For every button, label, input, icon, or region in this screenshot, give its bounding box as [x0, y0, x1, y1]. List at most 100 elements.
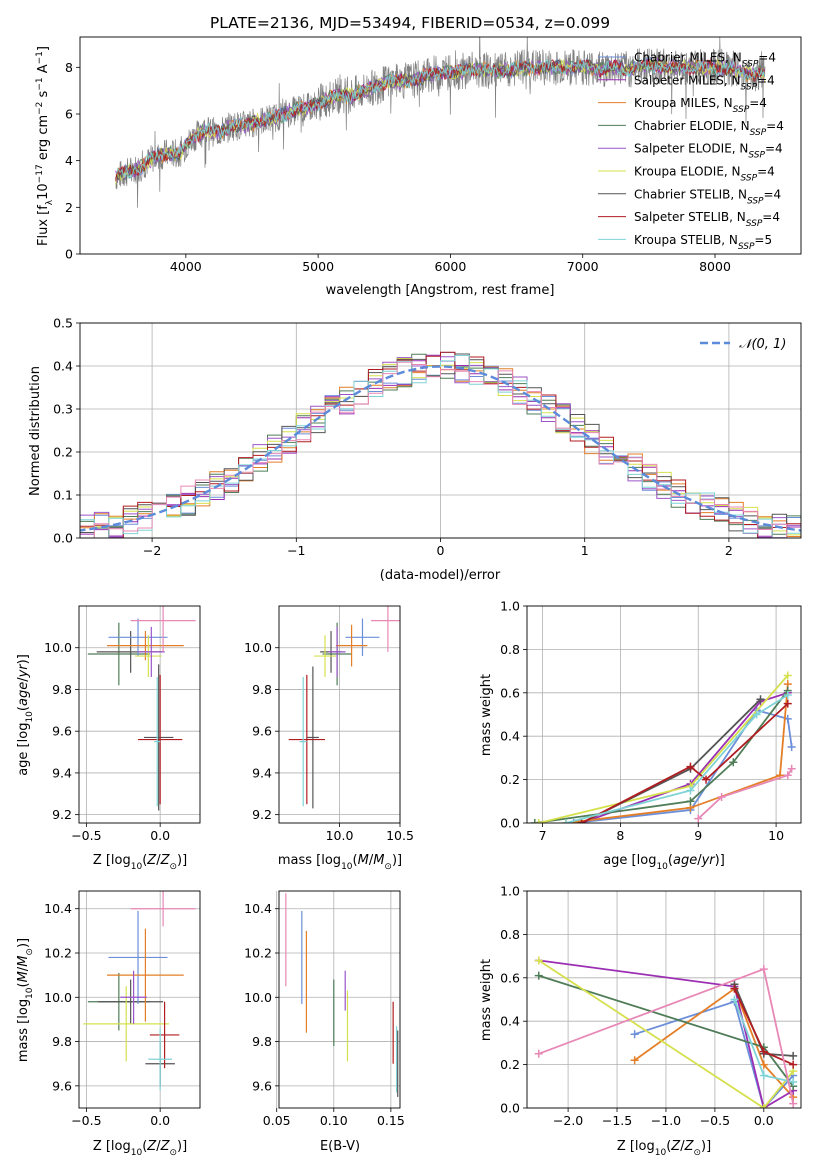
- x-tick-label: −1.0: [651, 1113, 681, 1128]
- weight-marker: [730, 984, 739, 993]
- legend-label: Kroupa MILES, NSSP=4: [634, 96, 767, 115]
- weight-marker: [783, 671, 792, 680]
- plot-frame: [526, 890, 802, 1109]
- weight-marker: [783, 771, 792, 780]
- y-tick-label: 10.2: [44, 946, 72, 961]
- y-tick-label: 9.6: [252, 1078, 272, 1093]
- y-axis-label: Normed distribution: [28, 366, 43, 496]
- x-tick-label: 10.5: [386, 828, 414, 843]
- legend-label: Chabrier STELIB, NSSP=4: [634, 187, 781, 206]
- y-tick-label: 0.5: [53, 316, 73, 331]
- y-tick-label: 4: [65, 153, 73, 168]
- weight-marker: [759, 1047, 768, 1056]
- x-tick-label: −0.5: [71, 828, 101, 843]
- x-axis-label: E(B-V): [320, 1139, 360, 1154]
- weight-marker: [783, 699, 792, 708]
- weight-marker: [789, 1099, 798, 1108]
- weight-marker: [730, 995, 739, 1004]
- weight-marker: [752, 710, 761, 719]
- weight-marker: [759, 1060, 768, 1069]
- model-spectrum: [115, 58, 765, 181]
- y-tick-label: 0.2: [53, 445, 73, 460]
- mass-z-points: [83, 891, 196, 1091]
- legend-label: Salpeter STELIB, NSSP=4: [634, 210, 780, 229]
- plot-frame: [278, 890, 401, 1109]
- y-axis-label: mass [log10(M/M⊙)]: [16, 938, 35, 1062]
- weight-line: [565, 684, 789, 823]
- x-axis-label: (data-model)/error: [380, 568, 501, 583]
- y-tick-label: 1.0: [500, 599, 520, 614]
- x-tick-label: 7000: [567, 259, 599, 274]
- y-tick-label: 10.0: [44, 990, 72, 1005]
- x-axis-label: mass [log10(M/M⊙)]: [278, 853, 402, 872]
- y-tick-label: 0.2: [500, 772, 520, 787]
- y-axis-label: mass weight: [479, 959, 494, 1041]
- normal-curve: [80, 365, 801, 532]
- x-tick-label: 1: [581, 543, 589, 558]
- spectrum-axes: 4000 5000 6000 7000 8000 0 2 4 6 8: [65, 60, 731, 274]
- legend-label: Kroupa STELIB, NSSP=5: [634, 233, 772, 252]
- weight-marker: [694, 814, 703, 823]
- weight-marker: [759, 965, 768, 974]
- plot-frame: [278, 605, 401, 824]
- x-tick-label: 4000: [170, 259, 202, 274]
- y-tick-label: 9.8: [252, 682, 272, 697]
- plot-frame: [79, 36, 802, 255]
- y-tick-label: 10.4: [244, 901, 272, 916]
- y-tick-label: 10.4: [44, 901, 72, 916]
- x-axis-label: age [log10(age/yr)]: [603, 853, 725, 872]
- y-tick-label: 2: [65, 200, 73, 215]
- weight-marker: [534, 956, 543, 965]
- y-tick-label: 0.4: [53, 359, 73, 374]
- weight-marker: [534, 971, 543, 980]
- y-tick-label: 9.6: [52, 724, 72, 739]
- weight-line: [697, 768, 793, 820]
- x-tick-label: 0.0: [150, 1113, 170, 1128]
- x-tick-label: 2: [725, 543, 733, 558]
- y-tick-label: 0.0: [500, 1101, 520, 1116]
- x-axis-label: Z [log10(Z/Z⊙)]: [93, 853, 187, 872]
- x-tick-label: −1: [287, 543, 305, 558]
- weight-age: 7 8 9 10 0.0 0.2 0.4 0.6 0.8 1.0: [500, 599, 801, 843]
- y-tick-label: 1.0: [500, 884, 520, 899]
- age-mass-points: [288, 606, 400, 809]
- legend-label: Chabrier ELODIE, NSSP=4: [634, 119, 784, 138]
- y-tick-label: 0.2: [500, 1057, 520, 1072]
- weight-marker: [789, 1051, 798, 1060]
- weight-marker: [717, 792, 726, 801]
- weight-marker: [534, 819, 543, 823]
- legend: 𝒩(0, 1): [700, 337, 786, 352]
- x-tick-label: 10: [768, 828, 784, 843]
- weight-line: [581, 702, 789, 823]
- y-tick-label: 9.8: [252, 1034, 272, 1049]
- y-tick-label: 0: [65, 247, 73, 262]
- histogram-series: [80, 355, 801, 538]
- weight-line: [565, 694, 789, 823]
- weight-marker: [534, 1049, 543, 1058]
- y-tick-label: 8: [65, 60, 73, 75]
- x-tick-label: 0.15: [377, 1113, 405, 1128]
- plot-frame: [526, 605, 802, 824]
- weight-marker: [759, 1071, 768, 1080]
- y-tick-label: 9.2: [52, 807, 72, 822]
- y-tick-label: 0.8: [500, 642, 520, 657]
- x-tick-label: −2.0: [553, 1113, 583, 1128]
- mass-ebv: 0.05 0.10 0.15 9.6 9.8 10.0 10.2 10.4: [244, 891, 405, 1128]
- weight-marker: [702, 775, 711, 784]
- y-tick-label: 0.1: [53, 488, 73, 503]
- x-axis-label: Z [log10(Z/Z⊙)]: [93, 1139, 187, 1158]
- weight-marker: [686, 797, 695, 806]
- weight-marker: [789, 1060, 798, 1069]
- y-tick-label: 10.2: [244, 946, 272, 961]
- plot-frame: [78, 605, 201, 824]
- age-z-points: [87, 606, 196, 811]
- x-tick-label: −0.5: [700, 1113, 730, 1128]
- weight-line: [538, 674, 789, 823]
- plot-frame: [78, 890, 201, 1109]
- x-tick-label: 9: [694, 828, 702, 843]
- weight-marker: [759, 1104, 768, 1108]
- y-tick-label: 10.0: [44, 640, 72, 655]
- legend-label: Salpeter ELODIE, NSSP=4: [634, 142, 783, 161]
- x-axis-label: wavelength [Angstrom, rest frame]: [326, 283, 555, 298]
